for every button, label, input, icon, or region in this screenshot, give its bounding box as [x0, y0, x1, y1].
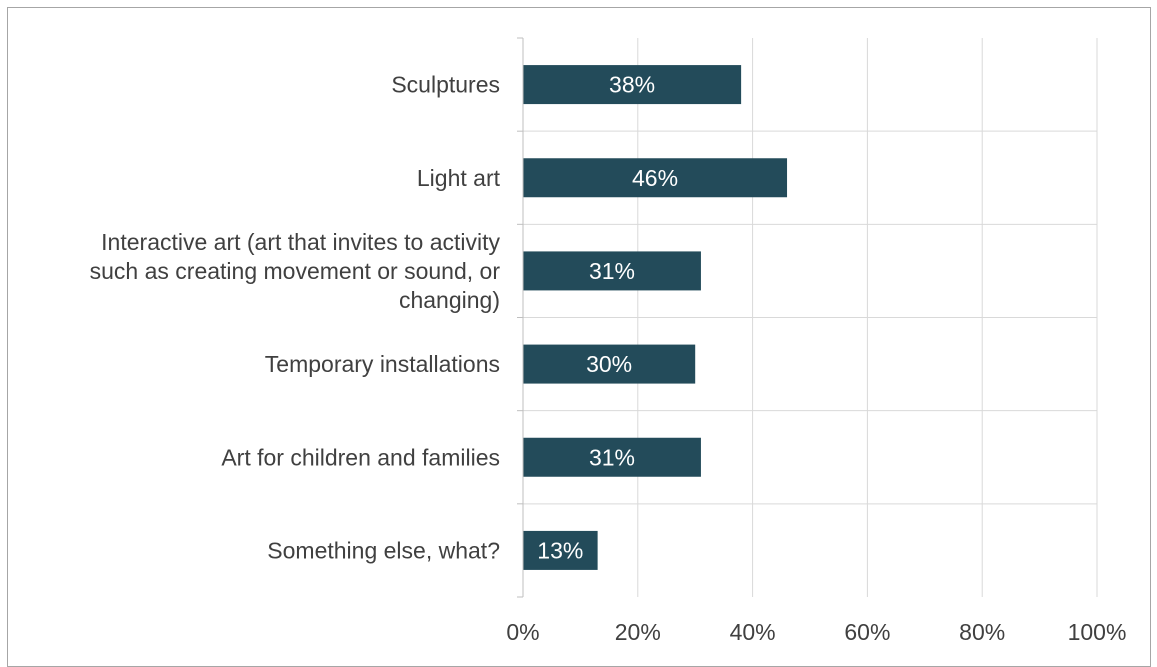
category-axis	[517, 37, 524, 598]
data-label-1: 38%	[609, 72, 655, 98]
category-label-line: such as creating movement or sound, or	[90, 258, 501, 284]
category-label-line: Light art	[417, 165, 501, 191]
category-label-4: Temporary installations	[265, 351, 500, 377]
category-label-line: Something else, what?	[267, 537, 500, 563]
x-tick-label-60: 60%	[844, 619, 890, 645]
bar-1	[523, 65, 742, 105]
bars: 38% 46% 31% 30% 31% 13%	[523, 65, 788, 570]
category-labels: Sculptures Light art Interactive art (art …	[90, 72, 501, 564]
data-label-2: 46%	[632, 165, 678, 191]
category-label-line: Interactive art (art that invites to act…	[101, 229, 500, 255]
x-tick-label-0: 0%	[506, 619, 539, 645]
bar-6	[523, 530, 598, 570]
data-label-4: 30%	[586, 351, 632, 377]
category-label-6: Something else, what?	[267, 537, 500, 563]
category-label-line: Temporary installations	[265, 351, 500, 377]
category-label-5: Art for children and families	[221, 444, 500, 470]
gridlines	[523, 38, 1098, 597]
bar-3	[523, 251, 701, 291]
x-tick-label-20: 20%	[615, 619, 661, 645]
x-tick-label-100: 100%	[1068, 619, 1127, 645]
data-label-5: 31%	[589, 444, 635, 470]
bar-2	[523, 158, 788, 198]
category-label-1: Sculptures	[391, 72, 500, 98]
x-tick-labels: 0% 20% 40% 60% 80% 100%	[506, 619, 1126, 645]
x-tick-label-80: 80%	[959, 619, 1005, 645]
bar-5	[523, 437, 701, 477]
data-label-6: 13%	[537, 537, 583, 563]
data-label-3: 31%	[589, 258, 635, 284]
category-label-3: Interactive art (art that invites to act…	[90, 229, 501, 313]
bar-4	[523, 344, 696, 384]
category-label-line: Sculptures	[391, 72, 500, 98]
category-label-line: changing)	[399, 287, 500, 313]
category-label-2: Light art	[417, 165, 501, 191]
category-label-line: Art for children and families	[221, 444, 500, 470]
x-tick-label-40: 40%	[730, 619, 776, 645]
